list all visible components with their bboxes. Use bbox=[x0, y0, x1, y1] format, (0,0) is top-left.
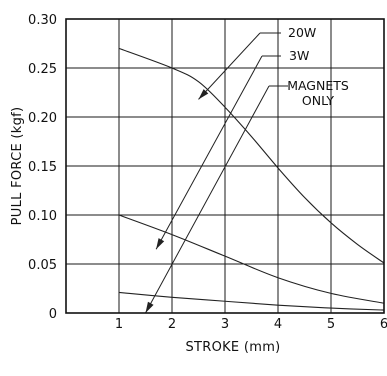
x-tick-label-2: 3 bbox=[221, 317, 229, 332]
y-axis-title: PULL FORCE (kgf) bbox=[10, 107, 25, 226]
x-tick-label-4: 5 bbox=[327, 317, 335, 332]
annotation-20w: 20W bbox=[198, 25, 316, 100]
annotation-label-20w-0: 20W bbox=[288, 25, 316, 40]
annotation-label-3w-0: 3W bbox=[289, 48, 309, 63]
annotation-arrowhead-3w bbox=[156, 238, 165, 250]
series-line-20w bbox=[118, 47, 385, 264]
annotation-leader-magnets-only bbox=[145, 85, 270, 314]
annotation-leader-20w bbox=[198, 32, 261, 100]
x-axis-title: STROKE (mm) bbox=[185, 340, 280, 355]
plot-frame bbox=[65, 18, 385, 314]
annotation-label-magnets-only-0: MAGNETS bbox=[287, 78, 349, 93]
series-line-magnets-only bbox=[118, 291, 385, 311]
tick-label-layer: 1 2 3 4 5 6 0 0.05 0.10 0.15 0.20 0.25 0.30 bbox=[28, 13, 387, 332]
x-tick-label-3: 4 bbox=[274, 317, 282, 332]
y-tick-label-3: 0.15 bbox=[28, 160, 57, 175]
series-line-3w bbox=[118, 214, 385, 304]
x-tick-label-5: 6 bbox=[380, 317, 387, 332]
annotation-label-magnets-only-1: ONLY bbox=[302, 93, 334, 108]
annotation-leader-3w bbox=[155, 55, 263, 250]
y-tick-label-1: 0.05 bbox=[28, 258, 57, 273]
curve-layer bbox=[118, 47, 385, 311]
annotation-arrowhead-magnets-only bbox=[145, 301, 154, 313]
y-tick-label-5: 0.25 bbox=[28, 62, 57, 77]
y-tick-label-0: 0 bbox=[49, 307, 57, 322]
y-tick-label-6: 0.30 bbox=[28, 13, 57, 28]
x-tick-label-1: 2 bbox=[168, 317, 176, 332]
annotation-arrowhead-20w bbox=[198, 89, 209, 100]
x-tick-label-0: 1 bbox=[115, 317, 123, 332]
annotation-3w: 3W bbox=[155, 48, 309, 250]
y-tick-label-2: 0.10 bbox=[28, 209, 57, 224]
y-tick-label-4: 0.20 bbox=[28, 111, 57, 126]
